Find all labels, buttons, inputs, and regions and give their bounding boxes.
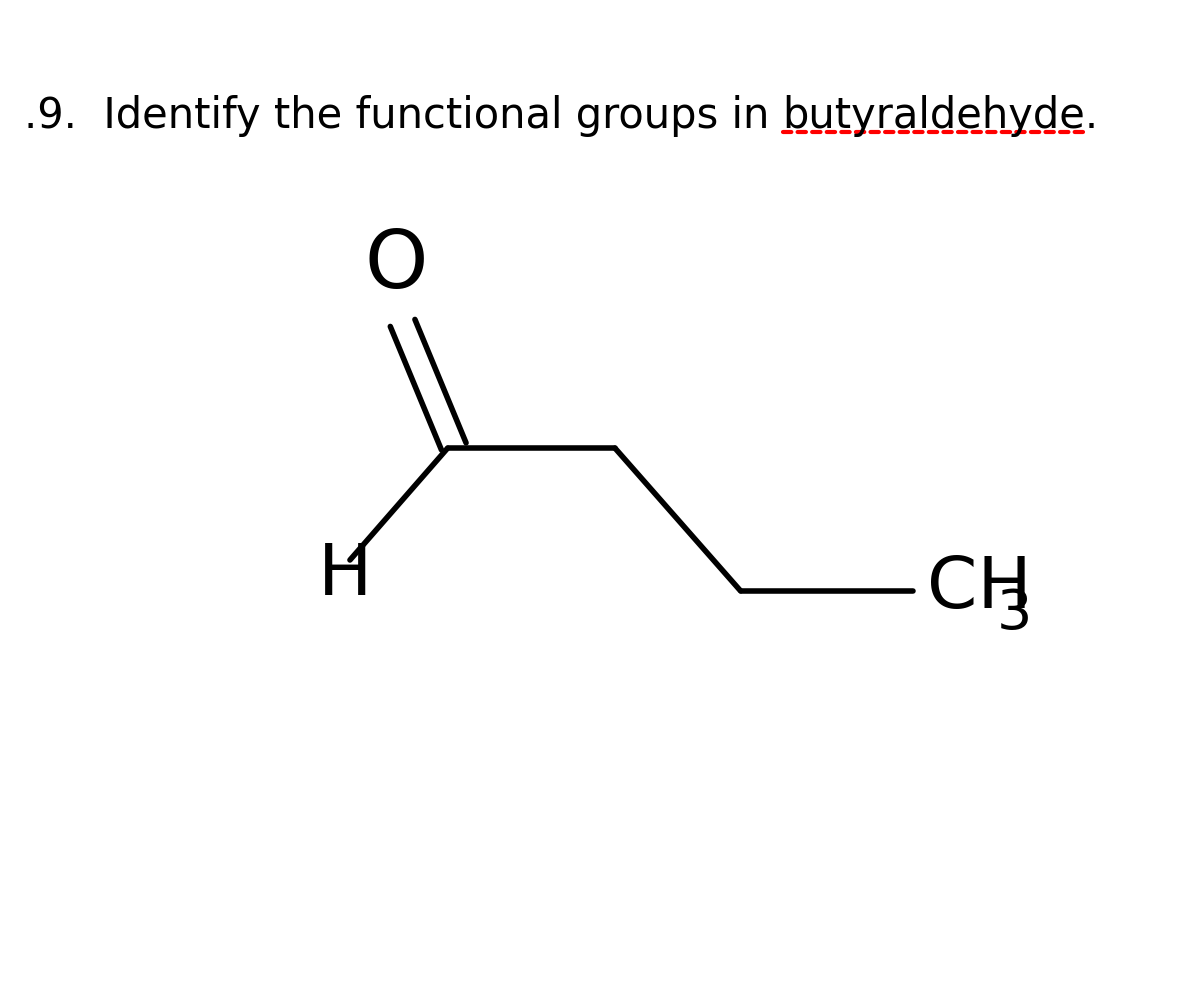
Text: H: H [318, 541, 372, 610]
Text: CH: CH [926, 554, 1031, 623]
Text: 3: 3 [996, 587, 1032, 641]
Text: butyraldehyde.: butyraldehyde. [782, 95, 1099, 137]
Text: .9.  Identify the functional groups in: .9. Identify the functional groups in [24, 95, 782, 137]
Text: O: O [365, 227, 428, 306]
